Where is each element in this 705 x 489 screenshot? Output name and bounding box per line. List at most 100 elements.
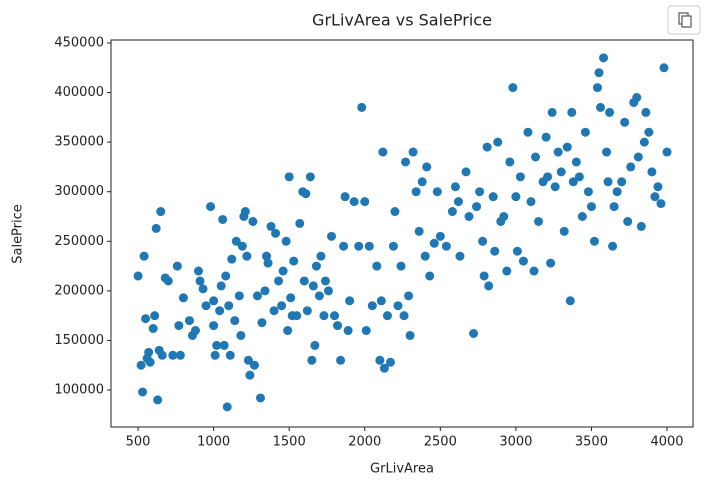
point (620, 117, 630, 127)
point (156, 207, 166, 217)
point (305, 172, 315, 182)
point (547, 107, 557, 117)
point (372, 261, 382, 271)
point (243, 355, 253, 365)
point (565, 296, 575, 306)
point (141, 314, 151, 324)
point (216, 281, 226, 291)
point (453, 197, 463, 207)
point (310, 340, 320, 350)
point (340, 192, 350, 202)
point (249, 360, 259, 370)
point (390, 207, 400, 217)
point (583, 187, 593, 197)
point (240, 207, 250, 217)
point (145, 357, 155, 367)
point (636, 221, 646, 231)
point (411, 187, 421, 197)
point (302, 306, 312, 316)
point (262, 251, 272, 261)
point (314, 291, 324, 301)
point (278, 266, 288, 276)
point (478, 236, 488, 246)
y-tick-label: 350000 (54, 135, 104, 150)
point (271, 228, 281, 238)
point (594, 68, 604, 78)
chart-title: GrLivArea vs SalePrice (312, 11, 492, 30)
point (541, 132, 551, 142)
point (455, 251, 465, 261)
point (184, 316, 194, 326)
point (245, 370, 255, 380)
x-tick-label: 2500 (424, 435, 457, 450)
point (349, 197, 359, 207)
point (425, 271, 435, 281)
point (647, 167, 657, 177)
point (376, 296, 386, 306)
point (490, 246, 500, 256)
point (225, 350, 235, 360)
point (242, 251, 252, 261)
point (357, 102, 367, 112)
point (659, 63, 669, 73)
point (360, 197, 370, 207)
point (609, 202, 619, 212)
point (379, 363, 389, 373)
point (408, 147, 418, 157)
x-tick-label: 2000 (348, 435, 381, 450)
point (484, 281, 494, 291)
point (626, 162, 636, 172)
point (230, 316, 240, 326)
point (178, 293, 188, 303)
point (641, 107, 651, 117)
point (523, 127, 533, 137)
point (326, 231, 336, 241)
point (435, 231, 445, 241)
point (511, 192, 521, 202)
point (307, 355, 317, 365)
point (195, 276, 205, 286)
copy-button[interactable] (667, 5, 701, 35)
point (405, 330, 415, 340)
point (175, 350, 185, 360)
point (210, 350, 220, 360)
point (556, 167, 566, 177)
point (508, 83, 518, 93)
point (417, 177, 427, 187)
y-tick-label: 100000 (54, 383, 104, 398)
point (219, 340, 229, 350)
point (257, 318, 267, 328)
point (277, 301, 287, 311)
point (316, 251, 326, 261)
point (133, 271, 143, 281)
point (546, 258, 556, 268)
point (447, 207, 457, 217)
point (550, 182, 560, 192)
point (252, 291, 262, 301)
point (174, 321, 184, 331)
point (529, 266, 539, 276)
point (599, 53, 609, 63)
point (388, 241, 398, 251)
point (512, 246, 522, 256)
point (639, 137, 649, 147)
point (375, 355, 385, 365)
point (343, 326, 353, 336)
x-tick-label: 4000 (650, 435, 683, 450)
point (414, 226, 424, 236)
point (571, 157, 581, 167)
point (461, 167, 471, 177)
point (617, 177, 627, 187)
point (339, 241, 349, 251)
point (283, 326, 293, 336)
point (429, 238, 439, 248)
point (608, 241, 618, 251)
y-tick-label: 450000 (54, 35, 104, 50)
point (559, 226, 569, 236)
point (206, 202, 216, 212)
point (396, 261, 406, 271)
point (534, 216, 544, 226)
point (364, 241, 374, 251)
point (605, 107, 615, 117)
